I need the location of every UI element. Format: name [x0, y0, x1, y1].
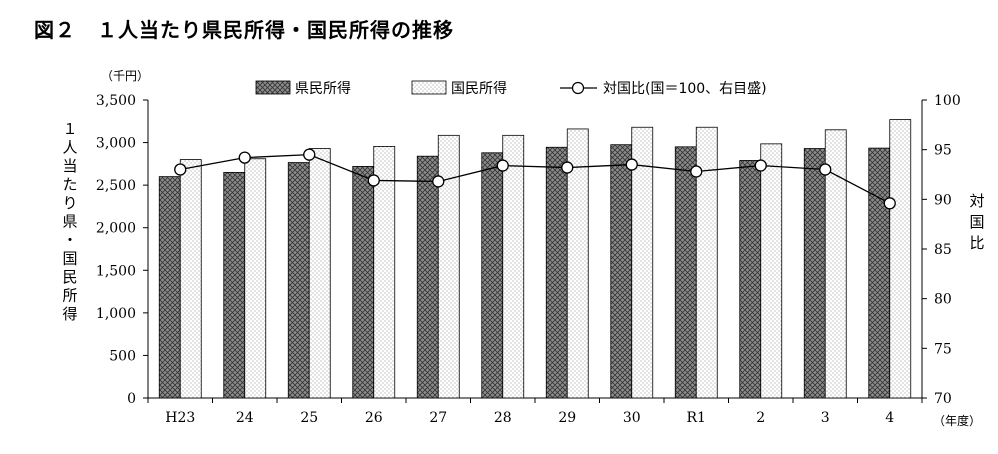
- right-tick-label: 85: [934, 242, 952, 258]
- y-axis-title-char: 当: [62, 157, 77, 175]
- ratio-point: [819, 163, 832, 176]
- y-axis-title-char: 得: [62, 305, 77, 323]
- x-tick-label: R1: [687, 410, 706, 426]
- left-tick-label: 2,000: [96, 221, 136, 237]
- y-axis-title-char: 国: [62, 250, 77, 268]
- x-tick-label: 26: [365, 410, 383, 426]
- ratio-point: [432, 175, 445, 188]
- bar-prefectural-income: [481, 152, 504, 399]
- bar-prefectural-income: [739, 160, 762, 399]
- bar-national-income: [179, 159, 202, 399]
- left-unit-label: （千円）: [101, 69, 149, 83]
- y-axis-title-char: 所: [62, 287, 77, 305]
- x-tick-label: 3: [821, 410, 830, 426]
- bar-prefectural-income: [803, 148, 826, 399]
- left-tick-label: 2,500: [96, 178, 136, 194]
- x-tick-label: 28: [494, 410, 512, 426]
- bar-prefectural-income: [674, 146, 697, 399]
- right-tick-label: 75: [934, 341, 952, 357]
- y-axis-title-char: り: [62, 194, 77, 212]
- ratio-point: [883, 197, 896, 210]
- page-title: 図２ １人当たり県民所得・国民所得の推移: [34, 18, 454, 42]
- left-tick-label: 3,500: [96, 93, 136, 109]
- bar-prefectural-income: [158, 176, 181, 399]
- ratio-point: [690, 165, 703, 178]
- x-tick-label: 24: [236, 410, 254, 426]
- left-tick-label: 0: [127, 391, 136, 407]
- y-axis-title-char: た: [62, 176, 77, 194]
- right-tick-label: 70: [934, 391, 952, 407]
- x-unit-label: （年度）: [933, 413, 981, 428]
- ratio-point: [238, 151, 251, 164]
- bar-national-income: [244, 158, 267, 399]
- x-tick-label: H23: [165, 410, 195, 426]
- bar-prefectural-income: [352, 166, 375, 399]
- x-tick-label: 30: [623, 410, 641, 426]
- y-axis-title-char: 民: [62, 268, 77, 286]
- y-axis-title-char: ・: [62, 231, 77, 249]
- left-tick-label: 1,500: [96, 263, 136, 279]
- bar-prefectural-income: [223, 171, 246, 399]
- x-tick-label: 29: [558, 410, 576, 426]
- bar-prefectural-income: [868, 147, 891, 399]
- bar-prefectural-income: [545, 146, 568, 399]
- bar-prefectural-income: [610, 144, 633, 399]
- x-tick-label: 2: [756, 410, 765, 426]
- x-tick-label: 25: [300, 410, 318, 426]
- bar-national-income: [760, 143, 783, 399]
- y2-axis-title-char: 国: [969, 213, 984, 231]
- legend-label-prefectural: 県民所得: [295, 80, 351, 97]
- left-tick-label: 1,000: [96, 306, 136, 322]
- bar-national-income: [889, 119, 912, 399]
- ratio-point: [174, 163, 187, 176]
- left-tick-label: 3,000: [96, 136, 136, 152]
- ratio-point: [754, 159, 767, 172]
- right-tick-label: 80: [934, 292, 952, 308]
- legend-swatch-prefectural: [255, 80, 291, 95]
- ratio-point: [367, 174, 380, 187]
- legend-swatch-national: [411, 80, 447, 95]
- bar-national-income: [308, 148, 331, 399]
- bar-national-income: [695, 126, 718, 399]
- ratio-point: [625, 158, 638, 171]
- ratio-point: [496, 159, 509, 172]
- y2-axis-title-char: 対: [969, 192, 984, 210]
- x-tick-label: 4: [885, 410, 894, 426]
- legend-label-national: 国民所得: [451, 80, 507, 97]
- y-axis-title-char: 人: [62, 139, 77, 157]
- bar-prefectural-income: [416, 155, 439, 399]
- bar-national-income: [824, 129, 847, 399]
- right-tick-label: 90: [934, 192, 952, 208]
- ratio-point: [303, 148, 316, 161]
- legend-label-ratio: 対国比(国＝100、右目盛): [603, 81, 767, 97]
- x-tick-label: 27: [429, 410, 447, 426]
- ratio-point: [561, 161, 574, 174]
- y-axis-title-char: １: [62, 120, 77, 138]
- bar-national-income: [373, 146, 396, 399]
- bar-national-income: [437, 134, 460, 399]
- bar-national-income: [566, 128, 589, 399]
- legend: 県民所得 国民所得 対国比(国＝100、右目盛): [255, 80, 767, 97]
- bar-national-income: [502, 134, 525, 399]
- right-tick-label: 100: [934, 93, 961, 109]
- y2-axis-title-char: 比: [969, 234, 984, 252]
- bar-prefectural-income: [287, 162, 310, 399]
- ratio-series-line: [180, 153, 891, 204]
- legend-marker-ratio: [571, 81, 585, 95]
- bar-national-income: [631, 126, 654, 399]
- left-tick-label: 500: [109, 348, 136, 364]
- right-tick-label: 95: [934, 143, 952, 159]
- y-axis-title-char: 県: [62, 213, 77, 231]
